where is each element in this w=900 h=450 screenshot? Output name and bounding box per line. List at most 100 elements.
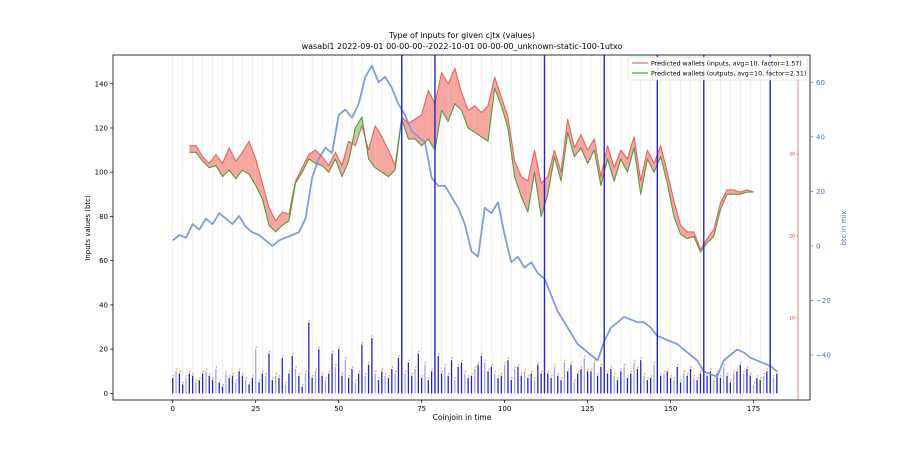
bar-marker [670, 374, 673, 377]
wallet-gap-area [521, 176, 528, 213]
bar-marker [404, 370, 407, 373]
bar-marker [228, 374, 231, 377]
bar-marker [308, 319, 311, 322]
bar-marker [364, 372, 367, 375]
chart-title: Type of inputs for given cjtx (values) [388, 31, 535, 40]
bar-marker [590, 368, 593, 371]
bar-marker [467, 374, 470, 377]
x-tick-label: 0 [171, 405, 175, 413]
x-axis-label: Coinjoin in time [433, 413, 492, 422]
bar-marker [743, 370, 746, 373]
series-lines [172, 65, 778, 378]
bar-marker [564, 359, 566, 362]
bar-marker [328, 370, 331, 373]
y-tick-label: 100 [95, 169, 108, 177]
bar-marker [683, 370, 686, 373]
wallet-gap-area [335, 152, 343, 177]
wallet-gap-area [587, 139, 595, 164]
bar-marker [673, 377, 676, 379]
bar-marker [593, 359, 596, 362]
bar-marker [647, 377, 649, 379]
bar-marker [414, 366, 417, 368]
bar-marker [441, 370, 444, 373]
bar-marker [225, 370, 228, 373]
bar-marker [534, 377, 537, 379]
bar-marker [766, 368, 769, 371]
bar-marker [285, 381, 288, 384]
bar-marker [291, 352, 294, 355]
bar-marker [663, 370, 666, 373]
bar-marker [235, 379, 238, 382]
wallet-gap-area [255, 158, 263, 199]
bar-marker [245, 377, 248, 379]
bar-marker [398, 355, 400, 357]
bar-marker [723, 363, 726, 366]
wallet-gap-area [614, 150, 621, 182]
inner-axis-tick-label: 10 [789, 316, 795, 322]
bar-marker [756, 374, 759, 377]
bar-marker [172, 374, 175, 377]
x-axis: 0 25 50 75 100 125 150 175 [171, 400, 760, 413]
bar-marker [252, 374, 254, 377]
y-right-tick-label: 20 [816, 188, 825, 196]
bar-marker [763, 372, 766, 375]
bar-marker [451, 357, 454, 360]
bar-marker [421, 374, 424, 377]
bar-marker [202, 370, 205, 373]
y-right-tick-label: −40 [816, 352, 831, 360]
bar-marker [457, 363, 460, 366]
bar-marker [232, 372, 234, 375]
bar-marker [275, 372, 278, 375]
plot-frame [112, 54, 811, 401]
bar-marker [305, 370, 308, 373]
bar-marker [272, 377, 274, 379]
bar-marker [510, 377, 513, 379]
bar-marker [600, 363, 603, 366]
bar-marker [613, 372, 616, 375]
y-tick-label: 0 [104, 390, 108, 398]
bar-marker [570, 361, 573, 364]
bar-marker [394, 370, 397, 373]
bar-marker [378, 377, 381, 379]
y-tick-label: 80 [99, 213, 108, 221]
legend-outputs-label: Predicted wallets (outputs, avg=10, fact… [651, 71, 806, 78]
x-tick-label: 125 [581, 405, 594, 413]
x-tick-label: 150 [664, 405, 677, 413]
bar-marker [281, 355, 284, 357]
wallet-gap-area [707, 229, 714, 243]
wallet-gap-area [421, 90, 429, 146]
bar-marker [633, 359, 636, 362]
bar-marker [258, 379, 261, 382]
y-axis-right: −40 −20 0 20 40 60 [810, 79, 831, 360]
wallet-gap-area [607, 145, 615, 182]
bar-marker [208, 372, 211, 375]
wallet-gap-area [282, 212, 289, 226]
y-axis-left: 0 20 40 60 80 100 120 140 [95, 80, 113, 398]
bar-marker [384, 372, 387, 375]
bar-marker [318, 346, 321, 349]
bar-marker [560, 377, 563, 379]
bar-marker [215, 366, 218, 368]
wallet-gap-area [474, 105, 482, 137]
bar-marker [643, 372, 646, 375]
bar-marker [530, 370, 533, 373]
bar-marker [341, 372, 344, 375]
bar-marker [192, 372, 195, 375]
y-tick-label: 140 [95, 80, 108, 88]
bar-marker [504, 361, 507, 364]
bar-marker [676, 363, 679, 366]
bar-marker [580, 366, 583, 368]
bar-marker [736, 368, 739, 371]
bar-marker [454, 377, 457, 379]
bar-marker [710, 368, 712, 371]
y-tick-label: 20 [99, 346, 108, 354]
bar-marker [653, 361, 656, 364]
bar-marker [242, 372, 244, 375]
bar-marker [262, 370, 264, 373]
legend: Predicted wallets (inputs, avg=10, facto… [627, 56, 808, 81]
bar-marker [507, 357, 510, 360]
bar-marker [461, 359, 463, 362]
bar-marker [444, 363, 447, 366]
bar-marker [198, 377, 201, 379]
